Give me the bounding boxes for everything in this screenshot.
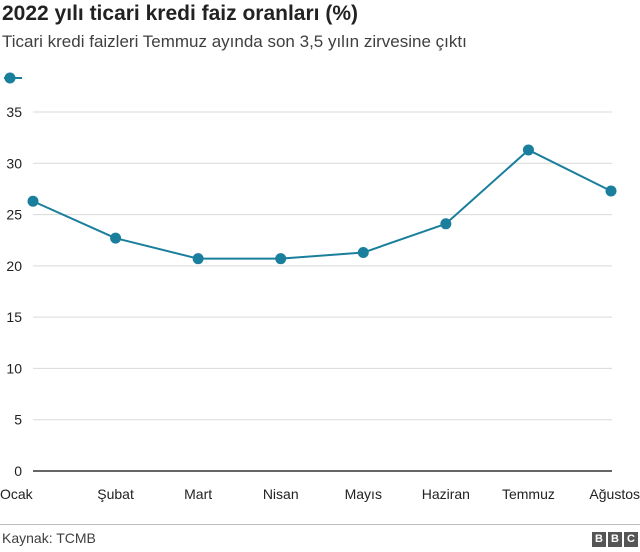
- data-point: [522, 144, 534, 156]
- line-chart: 0 5 10 15 20 25 30 35 Ocak Şubat Mart Nisan Mayıs Haz…: [0, 104, 640, 502]
- y-tick-label: 25: [6, 207, 22, 223]
- bbc-logo-letter: B: [608, 532, 622, 547]
- x-tick-label: Şubat: [97, 486, 134, 502]
- data-point: [440, 218, 452, 230]
- series-line: [32, 148, 612, 260]
- y-tick-label: 10: [6, 360, 22, 376]
- legend-marker: [4, 72, 22, 84]
- bbc-logo: B B C: [592, 532, 638, 547]
- x-tick-label: Temmuz: [502, 486, 555, 502]
- y-tick-label: 20: [6, 258, 22, 274]
- y-tick-label: 35: [6, 104, 22, 120]
- x-tick-label: Nisan: [263, 486, 299, 502]
- chart-subtitle: Ticari kredi faizleri Temmuz ayında son …: [2, 32, 467, 51]
- data-point: [110, 232, 122, 244]
- chart-title: 2022 yılı ticari kredi faiz oranları (%): [2, 2, 358, 25]
- x-tick-label: Mart: [184, 486, 212, 502]
- y-tick-label: 0: [14, 463, 22, 479]
- y-tick-label: 5: [14, 412, 22, 428]
- x-tick-label: Haziran: [422, 486, 470, 502]
- x-tick-label: Ağustos: [589, 486, 640, 502]
- bbc-logo-letter: C: [624, 532, 638, 547]
- source-note: Kaynak: TCMB: [2, 530, 96, 546]
- y-tick-label: 15: [6, 309, 22, 325]
- footer-divider: [0, 524, 640, 525]
- x-tick-label: Mayıs: [345, 486, 382, 502]
- x-tick-label: Ocak: [0, 486, 34, 502]
- data-point: [27, 195, 39, 207]
- y-tick-label: 30: [6, 155, 22, 171]
- data-point: [192, 253, 204, 265]
- data-point: [605, 185, 617, 197]
- data-point: [357, 247, 369, 259]
- bbc-logo-letter: B: [592, 532, 606, 547]
- data-point: [275, 253, 287, 265]
